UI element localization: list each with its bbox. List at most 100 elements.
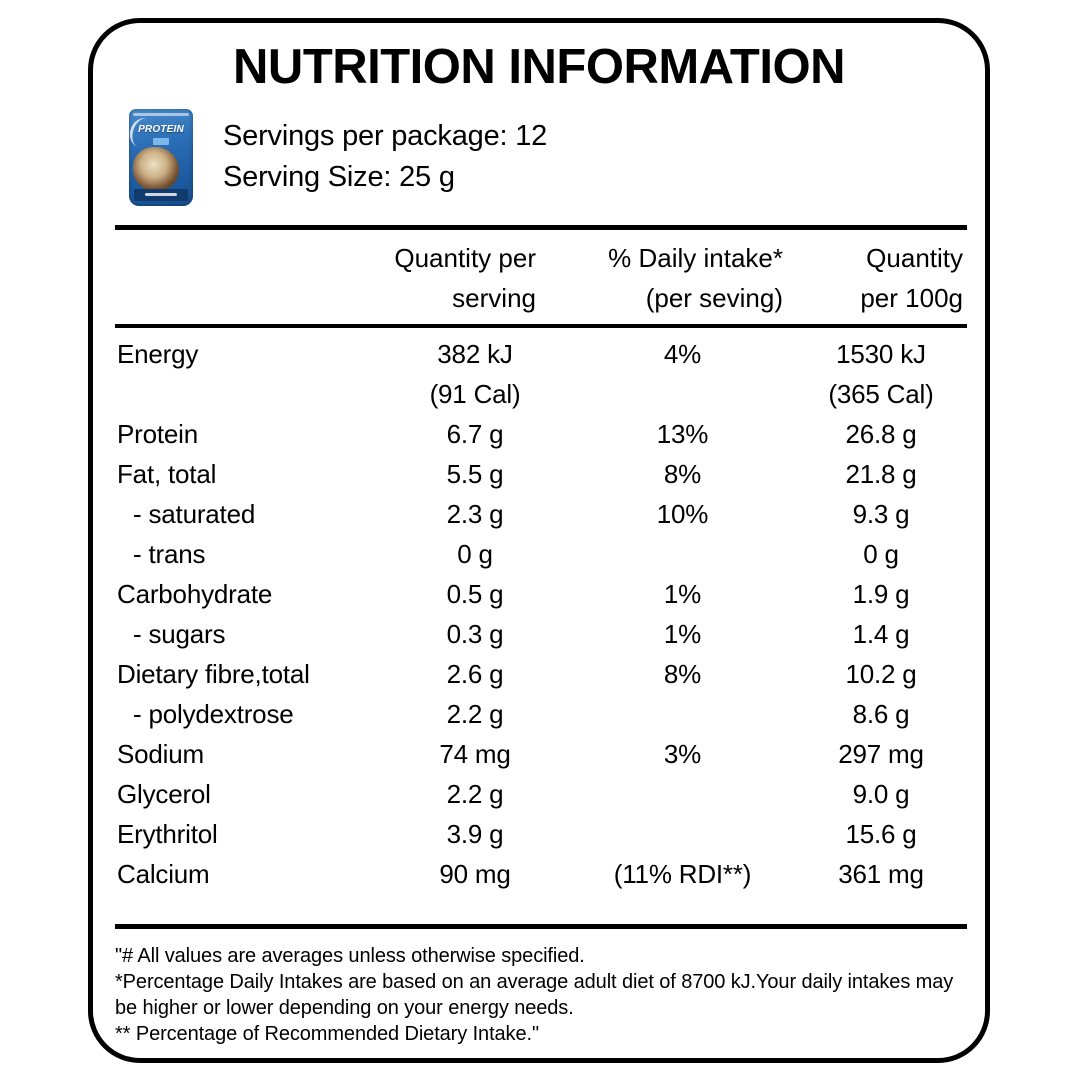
row-quantity-per-serving: 74 mg xyxy=(380,734,570,774)
row-quantity-per-serving: 3.9 g xyxy=(380,814,570,854)
row-quantity-per-serving: 2.2 g xyxy=(380,694,570,734)
header-line: Quantity xyxy=(866,243,963,273)
table-row: Erythritol 3.9 g 15.6 g xyxy=(115,814,967,854)
serving-value: 2.6 g xyxy=(446,659,504,689)
row-daily-intake: 8% xyxy=(570,454,795,494)
per-100g-value: 1530 kJ xyxy=(836,339,926,369)
row-quantity-per-serving: 6.7 g xyxy=(380,414,570,454)
row-label: Energy xyxy=(117,339,199,369)
serving-value: 2.2 g xyxy=(446,779,504,809)
row-label: Dietary fibre,total xyxy=(117,659,310,689)
daily-intake-value: 8% xyxy=(663,659,702,689)
row-label: Carbohydrate xyxy=(117,579,273,609)
package-brand-badge xyxy=(153,138,169,145)
nutrition-table: Quantity per serving % Daily intake* (pe… xyxy=(115,225,967,929)
secondary-value: (91 Cal) xyxy=(429,379,521,409)
footnotes: "# All values are averages unless otherw… xyxy=(115,943,967,1047)
row-daily-intake: 8% xyxy=(570,654,795,694)
row-label: - trans xyxy=(133,539,206,569)
row-quantity-per-serving: 0.5 g xyxy=(380,574,570,614)
table-row: - polydextrose 2.2 g 8.6 g xyxy=(115,694,967,734)
row-quantity-per-100g: 9.3 g xyxy=(795,494,967,534)
daily-intake-value: 10% xyxy=(656,499,709,529)
row-label: Glycerol xyxy=(117,779,211,809)
table-bottom-rule xyxy=(115,924,967,929)
package-brand-text: PROTEIN xyxy=(138,124,184,135)
daily-intake-value: (11% RDI**) xyxy=(613,859,752,889)
header-daily-intake: % Daily intake* (per seving) xyxy=(570,238,795,318)
per-100g-value: 21.8 g xyxy=(845,459,917,489)
table-top-rule xyxy=(115,225,967,230)
header-quantity-per-serving: Quantity per serving xyxy=(380,238,570,318)
package-body: PROTEIN xyxy=(129,109,193,206)
table-row: Dietary fibre,total 2.6 g 8% 10.2 g xyxy=(115,654,967,694)
package-cookie-photo xyxy=(133,147,179,191)
row-daily-intake: 10% xyxy=(570,494,795,534)
per-100g-value: 1.9 g xyxy=(852,579,910,609)
row-label: Sodium xyxy=(117,739,204,769)
row-quantity-per-100g: 297 mg xyxy=(795,734,967,774)
row-label: Fat, total xyxy=(117,459,217,489)
header-quantity-per-100g: Quantity per 100g xyxy=(795,238,967,318)
row-label: Calcium xyxy=(117,859,210,889)
row-quantity-per-100g: 26.8 g xyxy=(795,414,967,454)
per-100g-value: 361 mg xyxy=(838,859,924,889)
row-quantity-per-100g: 9.0 g xyxy=(795,774,967,814)
serving-value: 0.3 g xyxy=(446,619,504,649)
serving-value: 2.3 g xyxy=(446,499,504,529)
serving-value: 382 kJ xyxy=(437,339,513,369)
serving-value: 0 g xyxy=(457,539,493,569)
serving-value: 2.2 g xyxy=(446,699,504,729)
row-quantity-per-serving: 382 kJ (91 Cal) xyxy=(380,334,570,414)
row-daily-intake: 1% xyxy=(570,614,795,654)
header-line: per 100g xyxy=(860,283,963,313)
servings-per-package: Servings per package: 12 xyxy=(223,120,548,152)
daily-intake-value: 8% xyxy=(663,459,702,489)
serving-size: Serving Size: 25 g xyxy=(223,161,455,193)
table-header-rule xyxy=(115,324,967,328)
serving-value: 6.7 g xyxy=(446,419,504,449)
row-quantity-per-serving: 5.5 g xyxy=(380,454,570,494)
table-row: Protein 6.7 g 13% 26.8 g xyxy=(115,414,967,454)
row-quantity-per-100g: 0 g xyxy=(795,534,967,574)
row-label: - saturated xyxy=(133,499,256,529)
row-quantity-per-100g: 8.6 g xyxy=(795,694,967,734)
daily-intake-value: 1% xyxy=(663,619,702,649)
row-quantity-per-serving: 0.3 g xyxy=(380,614,570,654)
daily-intake-value: 13% xyxy=(656,419,709,449)
daily-intake-value: 4% xyxy=(663,339,702,369)
row-quantity-per-100g: 1.9 g xyxy=(795,574,967,614)
row-daily-intake xyxy=(570,774,795,814)
daily-intake-value: 3% xyxy=(663,739,702,769)
row-quantity-per-serving: 2.6 g xyxy=(380,654,570,694)
serving-value: 90 mg xyxy=(439,859,511,889)
row-quantity-per-100g: 10.2 g xyxy=(795,654,967,694)
per-100g-value: 297 mg xyxy=(838,739,924,769)
row-daily-intake: 13% xyxy=(570,414,795,454)
row-quantity-per-100g: 15.6 g xyxy=(795,814,967,854)
row-quantity-per-serving: 90 mg xyxy=(380,854,570,894)
table-row: Energy 382 kJ (91 Cal) 4% 1530 kJ (365 Cal… xyxy=(115,334,967,414)
per-100g-value: 15.6 g xyxy=(845,819,917,849)
per-100g-value: 10.2 g xyxy=(845,659,917,689)
per-100g-value: 0 g xyxy=(863,539,899,569)
header-line: (per seving) xyxy=(645,283,783,313)
row-quantity-per-serving: 0 g xyxy=(380,534,570,574)
package-bottom-strip xyxy=(134,189,188,201)
table-row: - trans 0 g 0 g xyxy=(115,534,967,574)
per-100g-value: 26.8 g xyxy=(845,419,917,449)
header-line: Quantity per xyxy=(394,243,536,273)
row-label: - polydextrose xyxy=(133,699,294,729)
per-100g-value: 9.0 g xyxy=(852,779,910,809)
row-daily-intake xyxy=(570,694,795,734)
footnote-line: ** Percentage of Recommended Dietary Int… xyxy=(115,1023,539,1045)
row-quantity-per-100g: 361 mg xyxy=(795,854,967,894)
row-quantity-per-serving: 2.2 g xyxy=(380,774,570,814)
row-daily-intake: 1% xyxy=(570,574,795,614)
daily-intake-value: 1% xyxy=(663,579,702,609)
row-quantity-per-100g: 21.8 g xyxy=(795,454,967,494)
header-line: % Daily intake* xyxy=(608,243,783,273)
table-row: - sugars 0.3 g 1% 1.4 g xyxy=(115,614,967,654)
row-quantity-per-100g: 1.4 g xyxy=(795,614,967,654)
table-body: Energy 382 kJ (91 Cal) 4% 1530 kJ (365 Cal… xyxy=(115,328,967,894)
